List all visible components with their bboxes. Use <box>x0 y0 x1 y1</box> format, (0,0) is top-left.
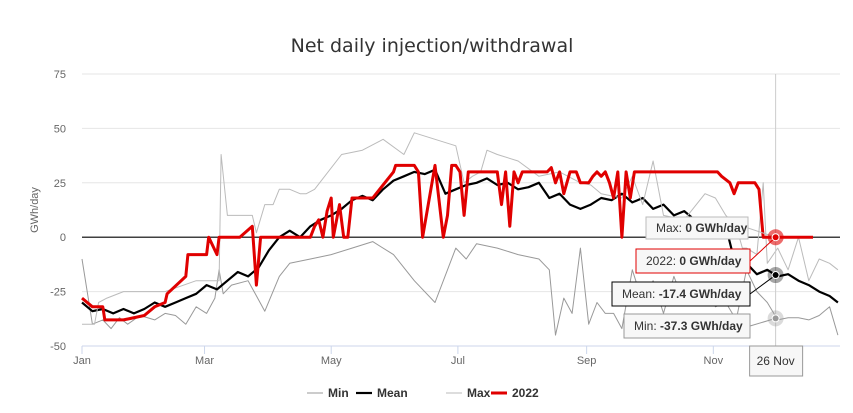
hover-marker <box>771 233 780 242</box>
series-line-2022[interactable] <box>81 163 813 322</box>
x-tick-label: May <box>321 355 342 367</box>
date-box <box>749 345 804 377</box>
tooltip-y2022: 2022: 0 GWh/day <box>635 229 784 274</box>
y-axis-title: GWh/day <box>29 187 41 233</box>
hover-marker <box>771 271 780 280</box>
legend-label: Min <box>328 386 349 400</box>
y-tick-label: 75 <box>54 69 66 81</box>
tooltip-mean: Mean: -17.4 GWh/day <box>611 267 784 307</box>
y-tick-label: -25 <box>50 287 66 299</box>
tooltip-connector <box>747 227 776 238</box>
legend-item-2022[interactable]: 2022 <box>491 386 539 400</box>
tooltip-text: Min: -37.3 GWh/day <box>634 319 743 333</box>
legend-label: Mean <box>377 386 408 400</box>
date-label: 26 Nov <box>757 354 795 368</box>
tooltip-connector <box>749 317 776 327</box>
y-tick-label: 25 <box>54 178 66 190</box>
y-tick-label: 50 <box>54 123 66 135</box>
x-tick-label: Nov <box>704 355 724 367</box>
tooltip-date: 26 Nov <box>749 345 804 377</box>
chart-title: Net daily injection/withdrawal <box>291 35 574 57</box>
y-tick-label: -50 <box>50 341 66 353</box>
tooltip-connector <box>749 236 776 262</box>
x-tick-label: Mar <box>195 355 214 367</box>
tooltip-connector <box>749 274 776 295</box>
tooltips: Max: 0 GWh/day 2022: 0 GWh/day Mean: -17.4… <box>611 216 804 377</box>
legend-item-mean[interactable]: Mean <box>356 386 408 400</box>
tooltip-text: Mean: -17.4 GWh/day <box>622 287 742 301</box>
tooltip-text: 2022: 0 GWh/day <box>646 254 742 268</box>
tooltip-text: Max: 0 GWh/day <box>656 221 748 235</box>
hover-marker <box>771 314 780 323</box>
y-axis: 75 50 25 0 -25 -50 <box>50 69 66 353</box>
legend-label: Max <box>467 386 491 400</box>
x-tick-label: Jul <box>451 355 465 367</box>
legend-item-max[interactable]: Max <box>446 386 491 400</box>
tooltip-min: Min: -37.3 GWh/day <box>623 310 784 339</box>
legend-label: 2022 <box>512 386 539 400</box>
x-tick-label: Jan <box>73 355 91 367</box>
legend-item-min[interactable]: Min <box>307 386 349 400</box>
legend[interactable]: Min Mean Max 2022 <box>307 386 539 400</box>
tooltip-max: Max: 0 GWh/day <box>645 216 784 246</box>
x-tick-label: Sep <box>577 355 597 367</box>
y-tick-label: 0 <box>60 232 66 244</box>
x-axis: Jan Mar May Jul Sep Nov <box>73 345 840 367</box>
